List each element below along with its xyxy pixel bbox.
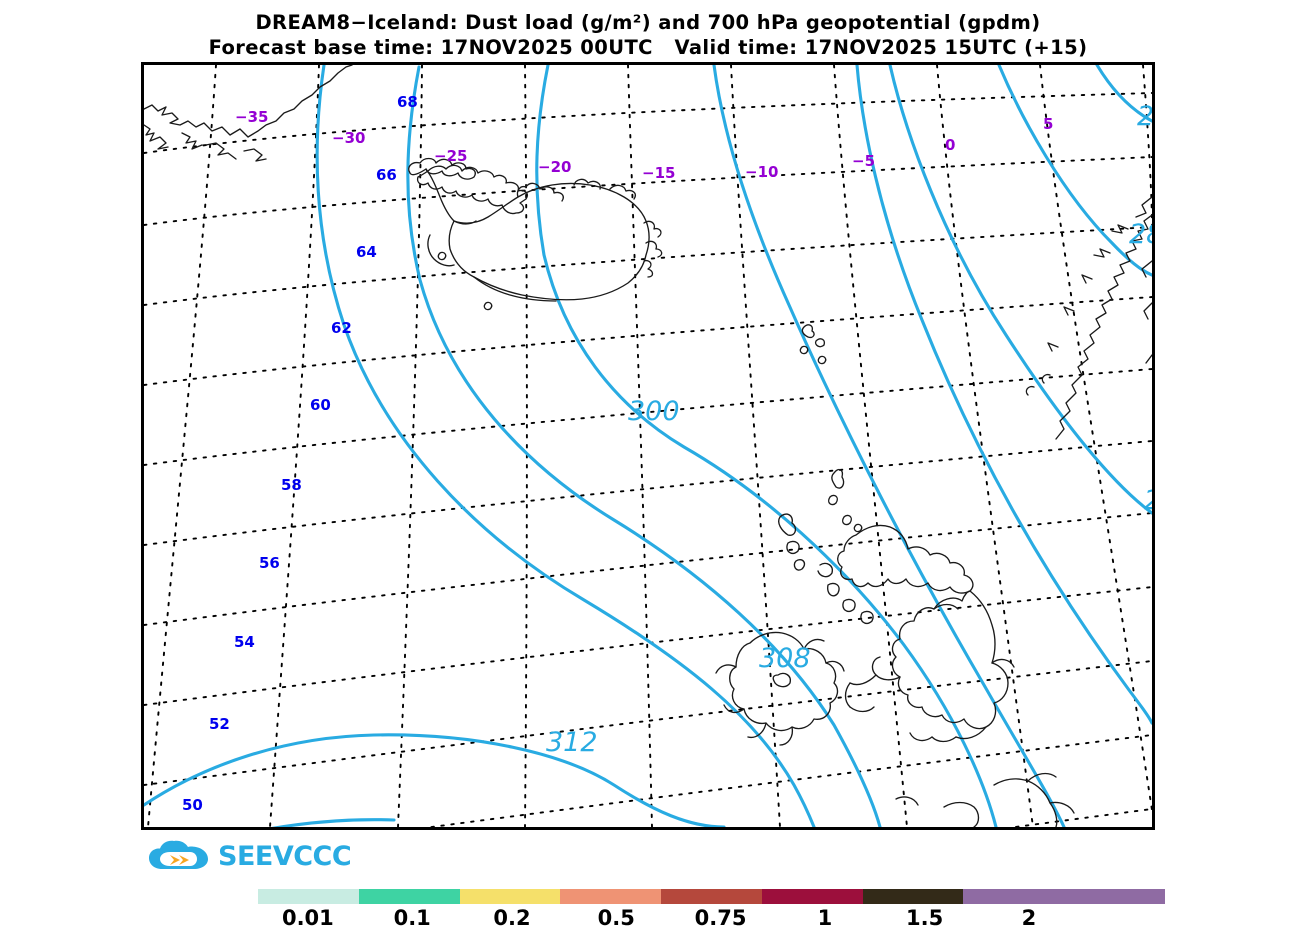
contour-label: 284 [1129,219,1152,250]
lat-label: 66 [376,166,397,184]
lon-label: −35 [235,108,268,126]
colorbar-tick: 0.2 [493,906,531,930]
colorbar-segment [459,889,561,904]
lat-label: 52 [209,715,230,733]
seevccc-logo: SEEVCCC [148,836,352,876]
colorbar-segment [358,889,460,904]
colorbar-tick: 0.01 [281,906,334,930]
cloud-icon [149,840,208,869]
colorbar-segment [560,889,662,904]
contour-label: 308 [759,643,811,674]
lon-label: −30 [332,129,365,147]
colorbar-segment [963,889,1065,904]
lat-label: 62 [331,319,352,337]
lat-label: 54 [234,633,255,651]
colorbar-tick-labels: 0.01 0.1 0.2 0.5 0.75 1 1.5 2 [258,906,1165,934]
page-title: DREAM8−Iceland: Dust load (g/m²) and 700… [255,11,1041,34]
lat-label: 58 [281,476,302,494]
chart-title-block: DREAM8−Iceland: Dust load (g/m²) and 700… [0,10,1296,60]
coastlines [144,65,1152,827]
contour-labels: 280 284 2 300 308 312 [546,101,1152,758]
colorbar-tick: 0.5 [597,906,635,930]
contour-label: 300 [628,396,680,427]
lat-label: 68 [397,93,418,111]
lon-label: −15 [642,164,675,182]
map-plot-area: 68 66 64 62 60 58 56 54 52 50 −35 −30 −2… [141,62,1155,830]
colorbar-tick: 0.75 [694,906,747,930]
colorbar-segment [258,889,359,904]
lat-label: 60 [310,396,331,414]
lat-label: 56 [259,554,280,572]
colorbar-tick: 2 [1021,906,1037,930]
logo-text: SEEVCCC [218,840,352,872]
colorbar-tick: 0.1 [393,906,431,930]
lon-label: 0 [945,136,955,154]
colorbar-segment [761,889,863,904]
graticule-meridians [147,65,1152,827]
lon-label: −10 [745,163,778,181]
geopotential-contours [144,65,1152,827]
colorbar-segment [862,889,964,904]
lon-label: −20 [538,158,571,176]
colorbar-tick: 1 [817,906,833,930]
colorbar-segment [1064,889,1166,904]
dust-load-colorbar: 0.01 0.1 0.2 0.5 0.75 1 1.5 2 [258,889,1166,930]
contour-label: 280 [1137,101,1152,132]
lon-label: 5 [1043,115,1053,133]
contour-label: 312 [546,727,598,758]
lon-label: −5 [852,152,875,170]
lat-label: 64 [356,243,377,261]
colorbar-strip [258,889,1166,904]
lat-label: 50 [182,796,203,814]
colorbar-tick: 1.5 [906,906,944,930]
latitude-labels: 68 66 64 62 60 58 56 54 52 50 [182,93,418,814]
contour-label: 2 [1144,485,1152,516]
lon-label: −25 [434,147,467,165]
colorbar-segment [661,889,762,904]
longitude-labels: −35 −30 −25 −20 −15 −10 −5 0 5 [235,108,1053,182]
map-canvas: 68 66 64 62 60 58 56 54 52 50 −35 −30 −2… [144,65,1152,827]
forecast-time-subtitle: Forecast base time: 17NOV2025 00UTC Vali… [208,36,1088,59]
